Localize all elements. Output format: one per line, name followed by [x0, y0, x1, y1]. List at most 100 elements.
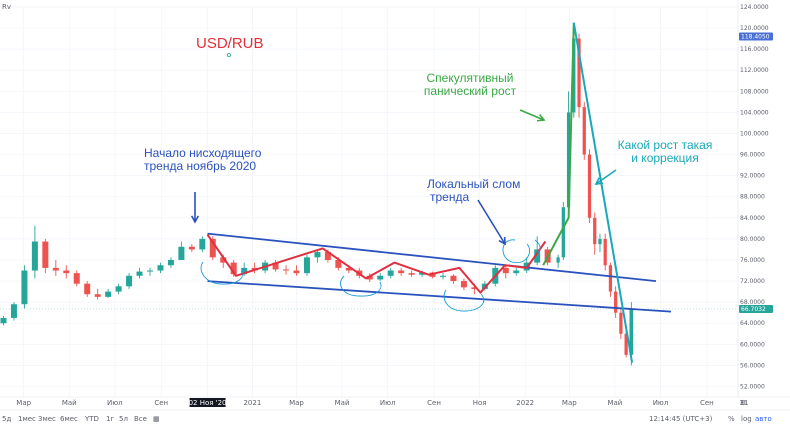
arrow-panic-rise-head [536, 114, 546, 122]
candle-body [624, 333, 628, 355]
candle-body [199, 238, 206, 250]
candle-body [502, 267, 509, 274]
candle-body [42, 241, 49, 268]
symbol-title: USD/RUB [196, 35, 264, 52]
candle-body [471, 287, 478, 289]
candle-body [419, 272, 426, 275]
annotation-local-break: тренда [430, 190, 469, 204]
candle-body [460, 281, 467, 288]
candle-body [513, 270, 520, 274]
y-tick-label: 120.0000 [740, 25, 769, 32]
range-button-3[interactable]: 6мес [60, 415, 78, 423]
trendline-correction [572, 22, 634, 363]
candle-body [556, 257, 560, 263]
range-button-1[interactable]: 1мес [18, 415, 36, 423]
scale-option-2[interactable]: авто [755, 415, 772, 423]
last-price-label: 66.7032 [741, 306, 766, 313]
candle-body [0, 317, 7, 324]
candle-body [450, 275, 457, 282]
x-tick-label: Июл [107, 399, 123, 407]
range-button-4[interactable]: YTD [84, 415, 99, 423]
candle-body [614, 291, 618, 313]
x-tick-label: Май [62, 399, 77, 407]
candle-body [593, 217, 597, 245]
y-tick-label: 84.0000 [740, 215, 765, 222]
candle-body [209, 238, 216, 258]
y-tick-label: 88.0000 [740, 194, 765, 201]
arrow-correction [595, 169, 617, 185]
candle-body [146, 270, 153, 272]
settings-gear-icon[interactable]: ⚙ [740, 399, 746, 407]
y-tick-label: 116.0000 [740, 46, 769, 53]
time-axis[interactable]: Мар Май Июл Сен 02 Ноя '20 2021 Мар Май Июл Сен Но… [0, 396, 790, 407]
price-axis-bg [738, 0, 790, 397]
status-dot-icon [226, 53, 231, 58]
scale-option-1[interactable]: log [741, 415, 752, 423]
calendar-icon[interactable]: ▦ [153, 415, 160, 423]
x-tick-label: Июл [653, 399, 669, 407]
candle-body [566, 112, 571, 208]
y-tick-label: 100.0000 [740, 130, 769, 137]
range-button-7[interactable]: Все [134, 415, 147, 423]
candle-body [366, 275, 373, 280]
candle-body [167, 259, 174, 266]
trendlines-layer [206, 22, 672, 363]
annotation-panic-rise: Спекулятивный [427, 71, 514, 85]
arrow-panic-rise [519, 109, 545, 121]
candle-body [220, 257, 227, 263]
candle-body [52, 267, 59, 271]
price-axis[interactable]: 124.0000 120.0000 116.0000 112.0000 108.0000… [737, 0, 790, 397]
annotation-scribble [534, 239, 541, 254]
candle-body [608, 265, 613, 292]
annotation-start-downtrend: тренда ноябрь 2020 [144, 159, 256, 173]
candle-body [94, 294, 101, 297]
range-button-0[interactable]: 5д [2, 415, 11, 423]
range-button-6[interactable]: 5л [119, 415, 128, 423]
candle-body [105, 291, 112, 297]
candle-body [136, 271, 143, 276]
arrow-local-break-head [498, 236, 506, 246]
clock-time[interactable]: 12:14:45 (UTC+3) [649, 415, 713, 423]
x-tick-label: Мар [289, 399, 304, 407]
x-tick-label: Сен [427, 399, 441, 407]
decorations-layer [200, 239, 541, 312]
y-tick-label: 104.0000 [740, 109, 769, 116]
candle-body [115, 286, 122, 292]
candle-body [534, 249, 541, 263]
candle-body [619, 312, 623, 334]
scale-option-0[interactable]: % [728, 415, 735, 423]
candle-body [345, 267, 352, 271]
x-tick-label: 02 Ноя '20 [189, 399, 227, 407]
candle-body [324, 252, 331, 260]
trendline-zigzag [206, 234, 547, 294]
y-tick-label: 112.0000 [740, 67, 769, 74]
y-tick-label: 108.0000 [740, 88, 769, 95]
candle-body [126, 275, 133, 287]
candle-body [293, 270, 300, 274]
range-button-5[interactable]: 1г [106, 415, 114, 423]
candle-body [603, 238, 607, 266]
candle-body [31, 241, 38, 271]
candle-body [598, 238, 602, 245]
y-tick-label: 92.0000 [740, 173, 765, 180]
corner-label: Rv [2, 3, 11, 11]
x-tick-label: Сен [154, 399, 168, 407]
y-tick-label: 56.0000 [740, 362, 765, 369]
candle-body [21, 270, 28, 305]
candle-body [272, 262, 279, 270]
arrow-correction-head [594, 177, 604, 185]
range-button-2[interactable]: 3мес [38, 415, 56, 423]
x-tick-label: Май [607, 399, 622, 407]
candle-body [377, 275, 384, 280]
candle-body [241, 267, 248, 275]
y-tick-label: 80.0000 [740, 236, 765, 243]
last-price-bg [739, 304, 773, 313]
candle-body [230, 262, 237, 275]
candle-body [572, 38, 576, 113]
candle-body [577, 38, 581, 108]
candle-body [303, 257, 310, 274]
x-tick-label: Мар [562, 399, 577, 407]
